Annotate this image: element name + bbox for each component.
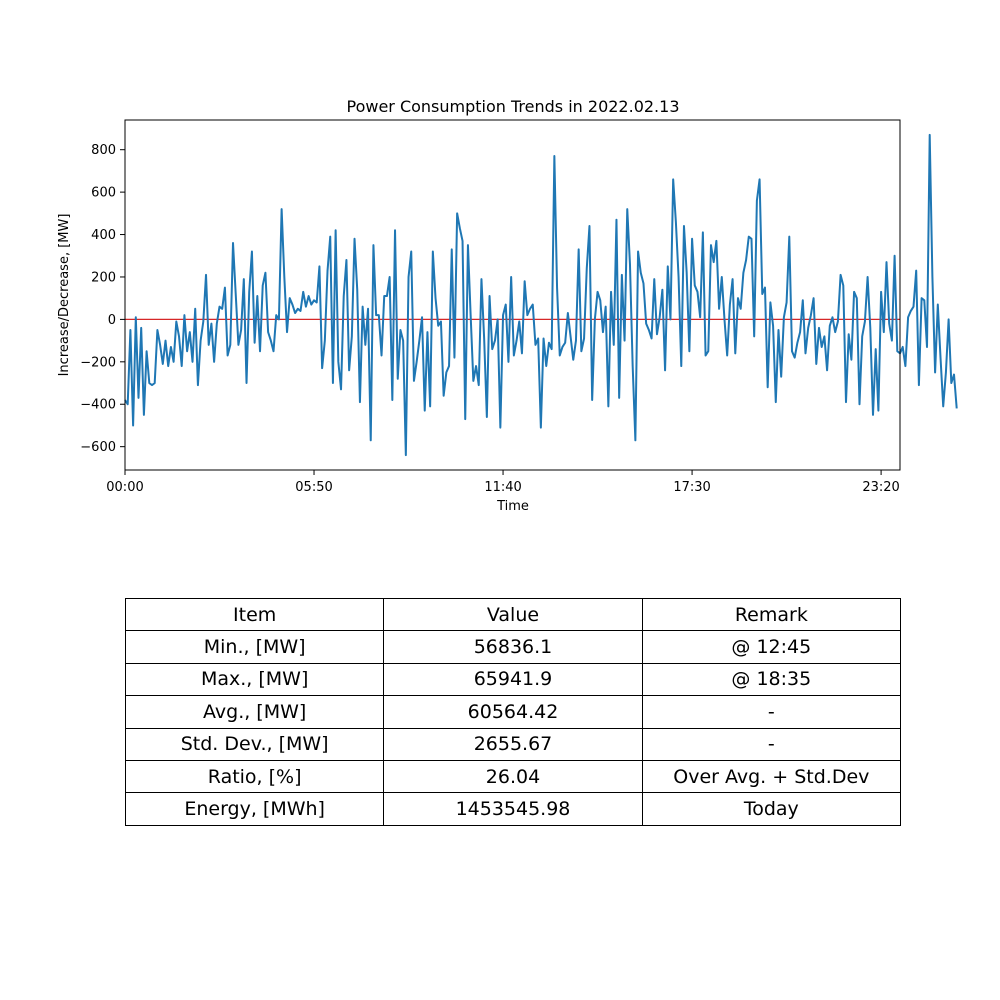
table-cell-remark: @ 18:35	[641, 662, 902, 697]
axes-frame	[124, 119, 901, 471]
table-cell-item: Std. Dev., [MW]	[124, 727, 385, 761]
table-row: Std. Dev., [MW] 2655.67 -	[124, 727, 902, 761]
table-cell-value: 56836.1	[383, 630, 643, 664]
y-tick-label: 0	[108, 313, 116, 328]
table-cell-item: Max., [MW]	[124, 662, 385, 697]
x-axis-label: Time	[496, 499, 529, 514]
table-row: Max., [MW] 65941.9 @ 18:35	[124, 662, 902, 697]
table-cell-item: Energy, [MWh]	[124, 792, 385, 826]
x-tick-label: 00:00	[106, 480, 143, 495]
column-header-value: Value	[383, 597, 643, 632]
y-tick-label: 800	[91, 143, 116, 158]
table-row: Min., [MW] 56836.1 @ 12:45	[124, 630, 902, 664]
table-cell-remark: -	[641, 695, 902, 729]
y-tick-label: 400	[91, 228, 116, 243]
table-cell-remark: @ 12:45	[641, 630, 902, 664]
y-tick-label: −600	[80, 440, 116, 455]
column-header-remark: Remark	[641, 597, 902, 632]
plot-area: 00:00 05:50 11:40 17:30 23:20 −600 −400 −200 0 20…	[80, 119, 958, 495]
table-cell-value: 65941.9	[383, 662, 643, 697]
table-row: Avg., [MW] 60564.42 -	[124, 695, 902, 729]
y-tick-label: 200	[91, 270, 116, 285]
x-tick-label: 11:40	[484, 480, 521, 495]
table-cell-remark: Over Avg. + Std.Dev	[641, 759, 902, 794]
table-cell-remark: -	[641, 727, 902, 761]
y-tick-label: 600	[91, 186, 116, 201]
x-tick-label: 23:20	[862, 480, 899, 495]
table-cell-value: 60564.42	[383, 695, 643, 729]
summary-table: Item Value Remark Min., [MW] 56836.1 @ 1…	[124, 597, 902, 826]
table-cell-value: 26.04	[383, 759, 643, 794]
table-row: Energy, [MWh] 1453545.98 Today	[124, 792, 902, 826]
y-axis-label: Increase/Decrease, [MW]	[57, 214, 72, 377]
column-header-item: Item	[124, 597, 385, 632]
y-tick-label: −400	[80, 398, 116, 413]
table-header-row: Item Value Remark	[124, 597, 902, 632]
table-cell-value: 1453545.98	[383, 792, 643, 826]
x-tick-label: 05:50	[295, 480, 332, 495]
x-tick-label: 17:30	[673, 480, 710, 495]
table-cell-remark: Today	[641, 792, 902, 826]
chart-title: Power Consumption Trends in 2022.02.13	[346, 97, 679, 116]
y-tick-label: −200	[80, 355, 116, 370]
series-line-0	[124, 133, 958, 457]
table-cell-value: 2655.67	[383, 727, 643, 761]
table-row: Ratio, [%] 26.04 Over Avg. + Std.Dev	[124, 759, 902, 794]
table-cell-item: Ratio, [%]	[124, 759, 385, 794]
table-cell-item: Avg., [MW]	[124, 695, 385, 729]
table-cell-item: Min., [MW]	[124, 630, 385, 664]
